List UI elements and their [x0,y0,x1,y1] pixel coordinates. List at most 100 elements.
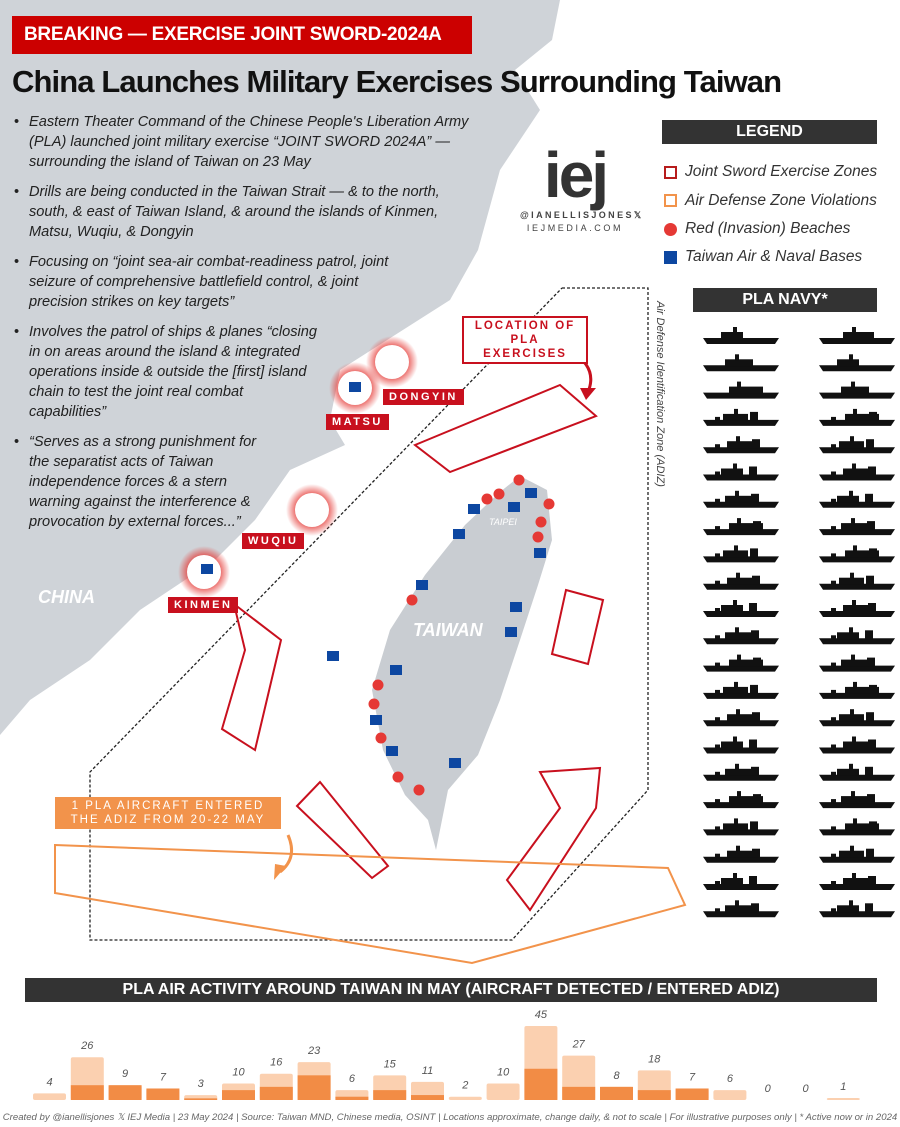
bar-entered-adiz [222,1090,255,1100]
callout-line: THE ADIZ FROM 20-22 MAY [70,814,266,826]
bullet-item: Drills are being conducted in the Taiwan… [12,182,472,242]
bullet-item: Focusing on “joint sea-air combat-readin… [12,252,392,312]
bar-data-label: 2 [461,1080,468,1092]
bar-detected [826,1098,860,1100]
bar-entered-adiz [108,1085,142,1100]
bar-data-label: 27 [572,1039,586,1051]
wuqiu-label: WUQIU [242,533,305,549]
base-marker [449,758,461,768]
iej-logo: iej @IANELLISJONES𝕏 IEJMEDIA.COM [520,139,641,233]
logo-mark: iej [543,139,609,211]
ship-icon [703,408,779,426]
legend-label: Taiwan Air & Naval Bases [685,248,863,265]
base-marker [386,746,398,756]
bar-data-label: 45 [535,1009,548,1021]
bar-data-label: 26 [80,1040,94,1052]
logo-site: IEJMEDIA.COM [526,223,624,233]
beach-marker [375,732,387,744]
invasion-beaches [368,474,555,796]
bar-entered-adiz [675,1088,709,1100]
beach-marker [513,474,525,486]
ship-icon [703,381,779,399]
ship-icon [703,600,779,617]
base-marker [453,529,465,539]
ship-icon [703,818,779,836]
ship-icon [819,490,895,508]
callout-line: LOCATION OF [474,320,576,332]
page-title: China Launches Military Exercises Surrou… [12,64,782,99]
base-marker [510,602,522,612]
taiwan-island [372,476,552,850]
bar-entered-adiz [259,1086,293,1100]
ship-icon [703,627,779,645]
legend-label: Air Defense Zone Violations [685,191,877,209]
beach-marker [406,594,418,606]
base-marker [327,651,339,661]
navy-title: PLA NAVY* [693,288,877,312]
ship-icon [819,845,895,863]
square-icon [664,250,677,264]
taiwan-label: TAIWAN [413,620,484,640]
hollow-square-icon [664,194,677,207]
adiz-violation-zone [54,843,687,965]
ship-icon [703,436,779,454]
china-label: CHINA [38,587,95,607]
beach-marker [413,784,425,796]
beach-marker [535,516,547,528]
ship-icon [819,572,895,590]
bar-entered-adiz [411,1095,444,1100]
ship-icon [819,873,895,890]
exercise-zone-west [220,601,283,752]
legend-label: Red (Invasion) Beaches [685,220,851,237]
ship-icon [703,490,779,508]
adiz-label: Air Defense Identification Zone (ADIZ) [654,301,666,487]
exercise-zone-southwest [295,780,390,880]
exercise-zone-north [413,383,598,474]
base-marker [468,504,480,514]
bar-data-label: 11 [422,1065,433,1077]
ship-icon [819,545,895,563]
ship-icon [819,763,895,781]
bar-data-label: 6 [727,1073,734,1085]
bar-data-label: 18 [648,1053,661,1065]
bar-data-label: 23 [307,1045,321,1057]
beach-marker [392,771,404,783]
bar-detected [486,1083,520,1100]
ship-icon [703,681,779,699]
bar-entered-adiz [600,1086,633,1100]
bar-data-label: 6 [349,1073,356,1085]
circle-icon [664,222,677,236]
bar-entered-adiz [637,1090,671,1100]
legend-item-bases: Taiwan Air & Naval Bases [664,243,877,271]
ship-icon [703,654,779,672]
ship-icon [819,681,895,699]
beach-marker [493,488,505,500]
callout-line: PLA EXERCISES [483,334,567,360]
breaking-banner: BREAKING — EXERCISE JOINT SWORD-2024A [12,16,472,54]
bar-entered-adiz [70,1085,104,1100]
bullet-item: Eastern Theater Command of the Chinese P… [12,112,472,172]
ship-icon [703,518,779,536]
pla-navy-ships [703,327,895,918]
ship-icon [703,763,779,781]
ship-icon [819,354,895,372]
matsu-label: MATSU [326,414,389,430]
ship-icon [703,736,779,754]
ship-icon [703,545,779,563]
ship-icon [819,518,895,536]
exercise-callout: LOCATION OF PLA EXERCISES [462,316,588,364]
ship-icon [819,381,895,399]
ship-icon [819,327,895,344]
ship-icon [703,873,779,890]
bar-data-label: 8 [613,1070,620,1082]
bar-entered-adiz [373,1090,407,1100]
base-marker [534,548,546,558]
bar-entered-adiz [146,1088,180,1100]
bar-detected [448,1096,482,1100]
bar-data-label: 1 [840,1081,846,1093]
ship-icon [819,463,895,481]
ship-icon [703,327,779,344]
ship-icon [819,654,895,672]
bar-data-label: 9 [122,1068,128,1080]
beach-marker [368,698,380,710]
